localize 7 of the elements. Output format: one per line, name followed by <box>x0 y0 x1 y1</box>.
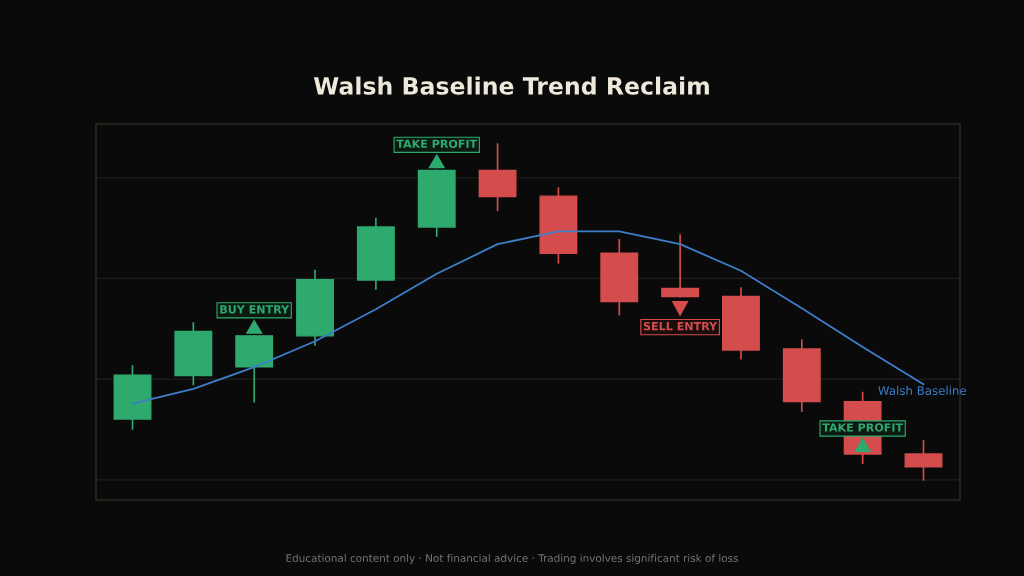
annotation: TAKE PROFIT <box>396 139 478 149</box>
annotation: TAKE PROFIT <box>822 423 903 432</box>
annotation: SELL ENTRY <box>643 321 718 331</box>
annotation: BUY ENTRY <box>220 305 290 314</box>
series-label: Walsh Baseline <box>878 385 967 395</box>
chart-title: Walsh Baseline Trend Reclaim <box>313 76 709 95</box>
text: Educational content only · Not financial advice · Trading involves significant risk of loss <box>286 553 738 565</box>
